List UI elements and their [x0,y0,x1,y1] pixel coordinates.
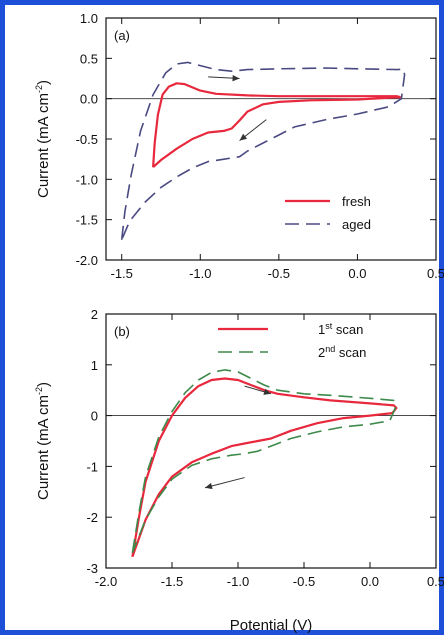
panel-a-legend: fresh aged [285,194,371,232]
legend-fresh-label: fresh [342,194,371,209]
x-tick-label-b: 0.0 [361,574,379,589]
x-tick-label-b: -1.5 [161,574,183,589]
panel-b: -2.0 -1.5 -1.0 -0.5 0.0 0.5 -3 -2 -1 0 1 2 (b) Curr… [34,307,444,634]
panel-b-xlabel: Potential (V) [230,617,313,634]
panel-b-ylabel: Current (mA cm-2) [34,382,52,500]
y-tick-label-b: 2 [91,307,98,322]
legend-second-scan-label: 2nd scan [318,344,366,360]
panel-a-label: (a) [114,28,130,43]
x-tick-label-b: -2.0 [95,574,117,589]
panel-a-ylabel: Current (mA cm-2) [34,80,52,198]
panel-a-axes: -1.5 -1.0 -0.5 0.0 0.5 -2.0 -1.5 -1.0 -0.5 0.0 0.5… [76,11,444,281]
series-line-a-1 [152,82,401,169]
x-tick-label-a: -0.5 [268,266,290,281]
x-tick-label-a: 0.5 [427,266,444,281]
y-tick-label-b: -3 [86,561,98,576]
x-tick-label-a: -1.0 [189,266,211,281]
x-tick-label-a: 0.0 [348,266,366,281]
y-tick-label-a: -1.0 [76,172,98,187]
y-tick-label-b: -2 [86,510,98,525]
scan-arrowhead-a-2 [239,133,248,141]
series-line-b-2 [131,369,398,554]
series-line-b-1 [131,377,398,558]
scan-arrowhead-b-1 [263,388,271,395]
y-tick-label-a: -0.5 [76,132,98,147]
panel-a: -1.5 -1.0 -0.5 0.0 0.5 -2.0 -1.5 -1.0 -0.5 0.0 0.5… [34,11,444,281]
y-tick-label-a: 0.5 [80,51,98,66]
y-tick-label-a: -2.0 [76,253,98,268]
y-tick-label-a: -1.5 [76,213,98,228]
scan-arrowhead-a-1 [232,74,240,82]
y-tick-label-b: -1 [86,459,98,474]
y-tick-label-b: 0 [91,409,98,424]
legend-first-scan-label: 1st scan [318,321,363,337]
panel-a-series [120,61,406,241]
legend-aged-label: aged [342,217,371,232]
panel-b-plot-area [105,313,437,569]
panel-b-axes: -2.0 -1.5 -1.0 -0.5 0.0 0.5 -3 -2 -1 0 1 2 [86,307,444,589]
x-tick-label-b: 0.5 [427,574,444,589]
x-tick-label-b: -1.0 [227,574,249,589]
scan-arrowhead-b-2 [205,482,213,490]
y-tick-label-b: 1 [91,358,98,373]
panel-b-label: (b) [114,324,130,339]
y-tick-label-a: 0.0 [80,92,98,107]
panel-b-legend: 1st scan 2nd scan [218,321,366,360]
x-tick-label-a: -1.5 [111,266,133,281]
panel-b-series [131,369,398,558]
y-tick-label-a: 1.0 [80,11,98,26]
series-line-a-2 [120,61,406,241]
x-tick-label-b: -0.5 [293,574,315,589]
